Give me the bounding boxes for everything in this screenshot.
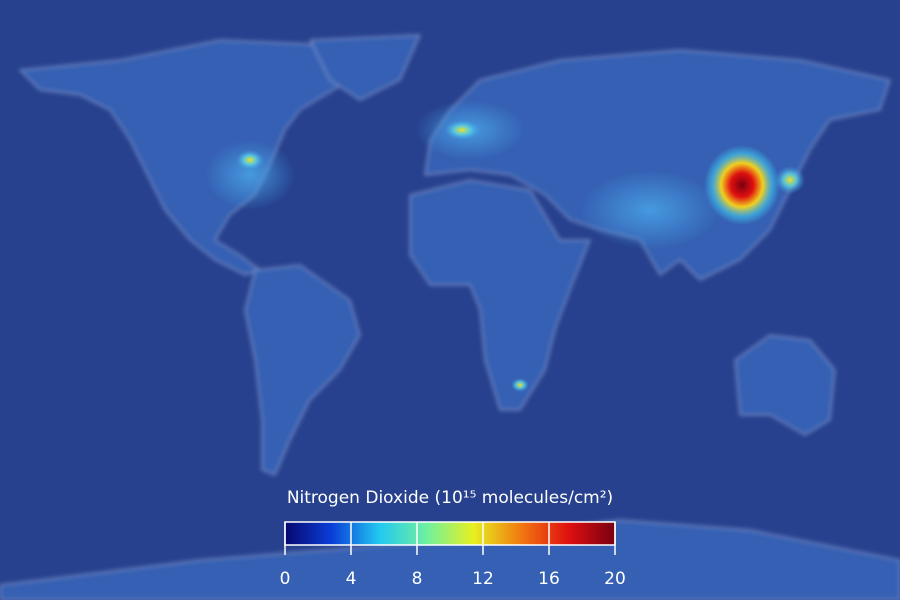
europe-asia bbox=[424, 49, 891, 281]
glow-us bbox=[205, 140, 295, 210]
hotspot-south-africa bbox=[511, 378, 529, 392]
colorbar-title: Nitrogen Dioxide (10¹⁵ molecules/cm²) bbox=[287, 488, 613, 508]
tick-label: 12 bbox=[472, 569, 494, 589]
antarctica bbox=[0, 519, 900, 600]
glow-india bbox=[580, 170, 720, 250]
hotspot-us bbox=[236, 150, 264, 170]
tick-label: 8 bbox=[412, 569, 423, 589]
hotspot-japan bbox=[775, 166, 805, 194]
greenland bbox=[309, 34, 421, 101]
tick-label: 4 bbox=[346, 569, 357, 589]
colorbar-ticks: 0 4 8 12 16 20 bbox=[280, 522, 626, 589]
emission-hotspots bbox=[205, 100, 805, 392]
hotspot-china bbox=[704, 145, 780, 225]
hotspot-europe bbox=[444, 120, 480, 140]
tick-label: 20 bbox=[604, 569, 626, 589]
africa bbox=[409, 179, 591, 411]
colorbar bbox=[284, 521, 616, 546]
tick-label: 16 bbox=[538, 569, 560, 589]
tick-label: 0 bbox=[280, 569, 291, 589]
continents bbox=[0, 34, 900, 600]
australia bbox=[734, 334, 836, 436]
south-america bbox=[244, 264, 361, 476]
